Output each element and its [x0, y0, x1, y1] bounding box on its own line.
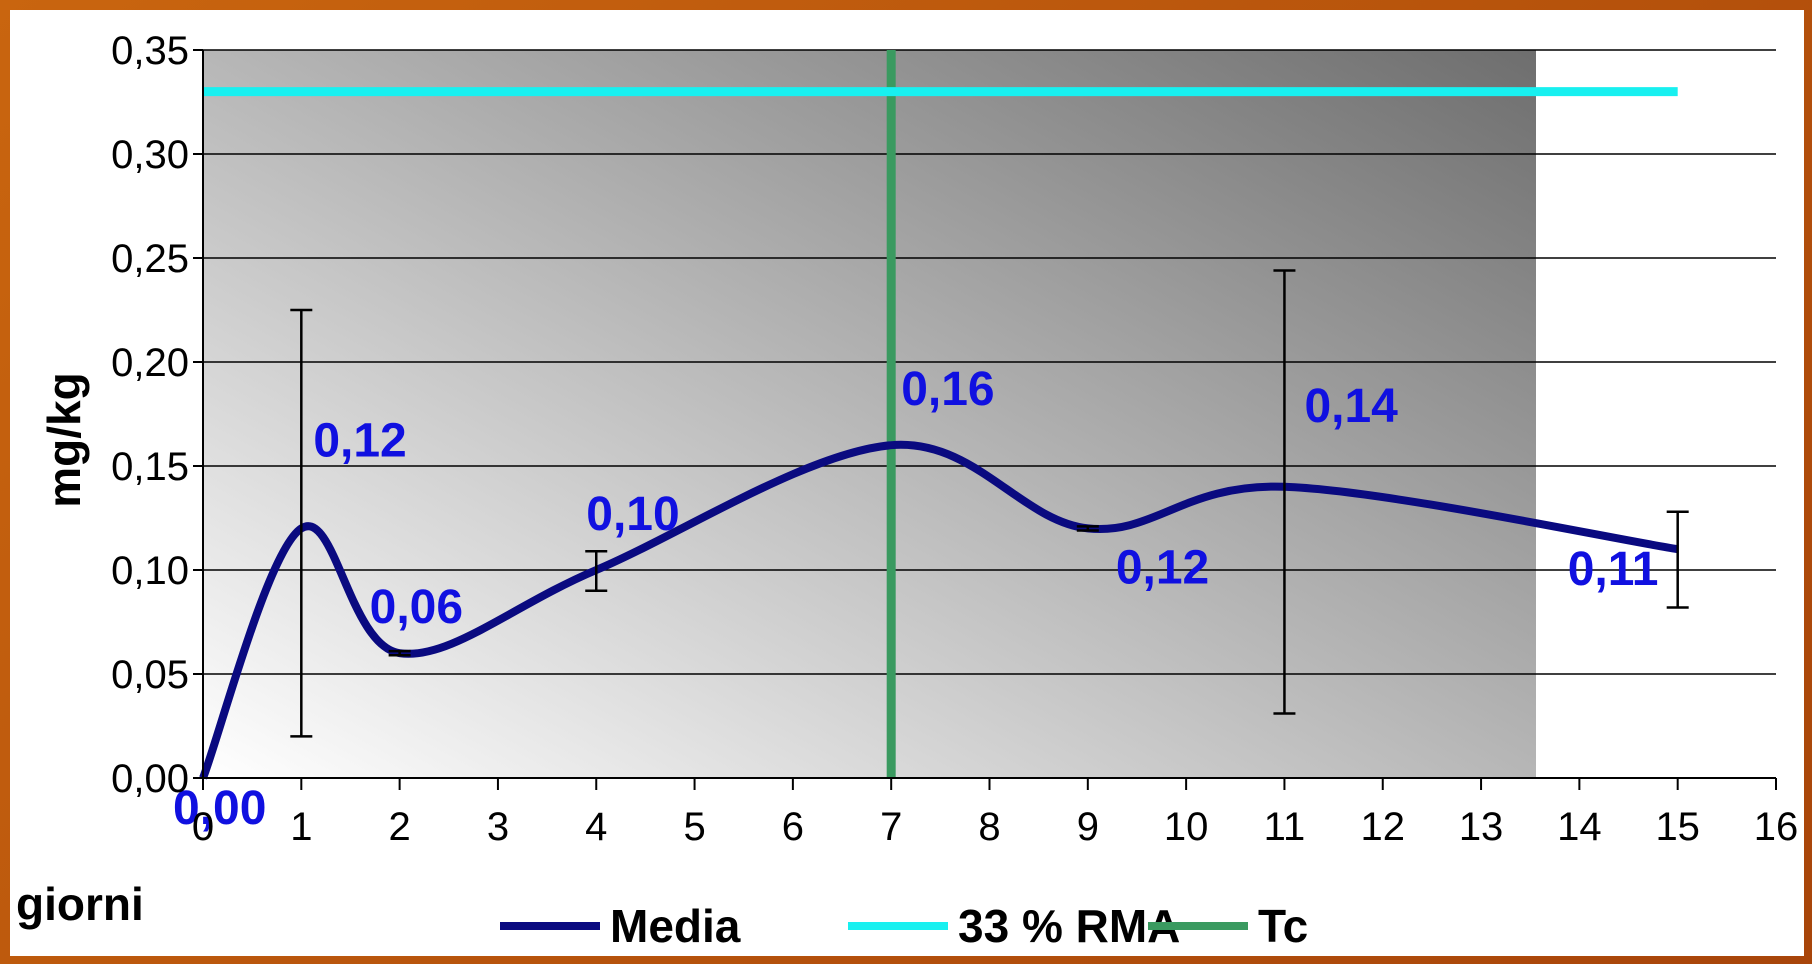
data-label: 0,12 — [313, 414, 406, 467]
y-axis-title: mg/kg — [38, 372, 90, 507]
x-tick-label: 5 — [683, 805, 705, 849]
y-tick-label: 0,30 — [111, 133, 189, 177]
data-label: 0,06 — [370, 581, 463, 634]
x-tick-label: 12 — [1361, 805, 1406, 849]
x-tick-label: 14 — [1557, 805, 1602, 849]
data-label: 0,10 — [586, 488, 679, 541]
x-tick-label: 6 — [782, 805, 804, 849]
y-tick-label: 0,10 — [111, 549, 189, 593]
y-tick-label: 0,25 — [111, 237, 189, 281]
y-tick-label: 0,35 — [111, 29, 189, 73]
data-label: 0,16 — [901, 363, 994, 416]
x-tick-label: 2 — [389, 805, 411, 849]
x-tick-label: 4 — [585, 805, 607, 849]
x-tick-label: 8 — [978, 805, 1000, 849]
x-axis-title: giorni — [16, 878, 144, 930]
y-tick-label: 0,05 — [111, 653, 189, 697]
data-label: 0,11 — [1568, 543, 1659, 596]
data-label: 0,00 — [173, 782, 266, 835]
x-tick-label: 16 — [1754, 805, 1799, 849]
x-tick-label: 9 — [1077, 805, 1099, 849]
legend-label: 33 % RMA — [958, 900, 1180, 952]
x-tick-label: 3 — [487, 805, 509, 849]
data-label: 0,12 — [1116, 541, 1209, 594]
x-tick-label: 0 — [192, 805, 214, 849]
y-tick-label: 0,00 — [111, 757, 189, 801]
x-tick-label: 7 — [880, 805, 902, 849]
legend-label: Media — [610, 900, 741, 952]
legend-label: Tc — [1258, 900, 1308, 952]
data-label: 0,14 — [1304, 380, 1398, 433]
y-tick-label: 0,20 — [111, 341, 189, 385]
x-tick-label: 13 — [1459, 805, 1504, 849]
plot-area — [203, 50, 1536, 778]
x-tick-label: 11 — [1264, 805, 1306, 849]
x-tick-label: 15 — [1655, 805, 1700, 849]
y-tick-label: 0,15 — [111, 445, 189, 489]
x-tick-label: 1 — [290, 805, 312, 849]
x-tick-label: 10 — [1164, 805, 1209, 849]
